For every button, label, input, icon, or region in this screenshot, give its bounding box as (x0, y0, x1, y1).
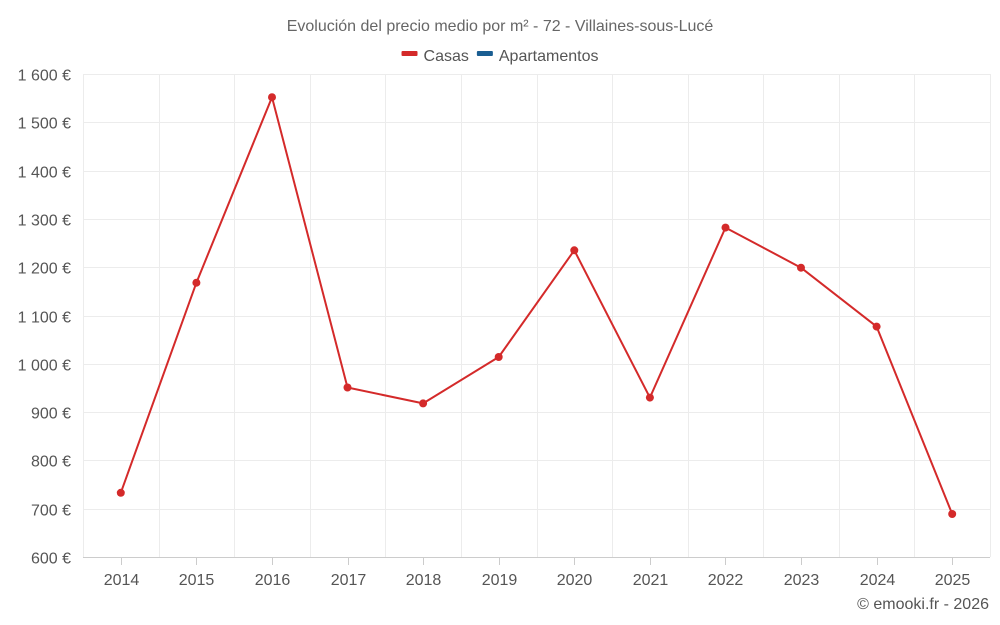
grid (83, 74, 991, 558)
x-tick-label: 2025 (935, 572, 971, 589)
x-tick-label: 2021 (633, 572, 669, 589)
legend: Casas Apartamentos (401, 48, 599, 65)
data-point (721, 223, 730, 232)
y-tick-label: 700 € (31, 503, 71, 520)
axes: 600 € 700 € 800 € 900 € 1 000 € 1 100 € 1 200 … (18, 68, 990, 589)
data-point (494, 353, 503, 361)
y-tick-label: 1 500 € (18, 116, 71, 133)
x-tick-label: 2020 (557, 572, 593, 589)
x-tick-label: 2018 (406, 572, 442, 589)
x-tick-label: 2017 (331, 572, 367, 589)
data-point (948, 510, 957, 518)
series-line-casas (119, 96, 954, 515)
y-tick-label: 1 000 € (18, 358, 71, 375)
x-tick-label: 2024 (860, 572, 896, 589)
legend-item-casas: Casas (401, 48, 469, 65)
data-point (116, 488, 125, 497)
legend-swatch (401, 51, 418, 56)
x-tick-label: 2019 (482, 572, 518, 589)
x-tick-label: 2016 (255, 572, 291, 589)
legend-item-apartamentos: Apartamentos (476, 48, 599, 65)
y-tick-label: 1 600 € (18, 68, 71, 85)
y-tick-label: 800 € (31, 454, 71, 471)
legend-label: Casas (424, 48, 469, 65)
data-point (797, 263, 805, 272)
y-tick-label: 1 300 € (18, 213, 71, 230)
data-point (570, 246, 579, 255)
credit-text: © emooki.fr - 2026 (857, 596, 989, 613)
data-point (268, 93, 276, 102)
y-tick-label: 900 € (31, 406, 71, 423)
legend-swatch (476, 51, 493, 56)
x-tick-label: 2022 (708, 572, 744, 589)
data-point (192, 278, 201, 287)
x-tick-label: 2023 (784, 572, 820, 589)
data-point (645, 393, 654, 402)
y-tick-label: 1 400 € (18, 165, 71, 182)
chart-title: Evolución del precio medio por m² - 72 -… (287, 18, 714, 35)
series (116, 93, 957, 518)
legend-label: Apartamentos (499, 48, 599, 65)
data-point (419, 399, 428, 408)
y-tick-label: 1 100 € (18, 310, 71, 327)
y-tick-label: 600 € (31, 551, 71, 568)
x-tick-label: 2014 (104, 572, 140, 589)
data-point (343, 383, 352, 392)
data-point (872, 322, 881, 331)
y-tick-label: 1 200 € (18, 261, 71, 278)
x-tick-label: 2015 (179, 572, 215, 589)
